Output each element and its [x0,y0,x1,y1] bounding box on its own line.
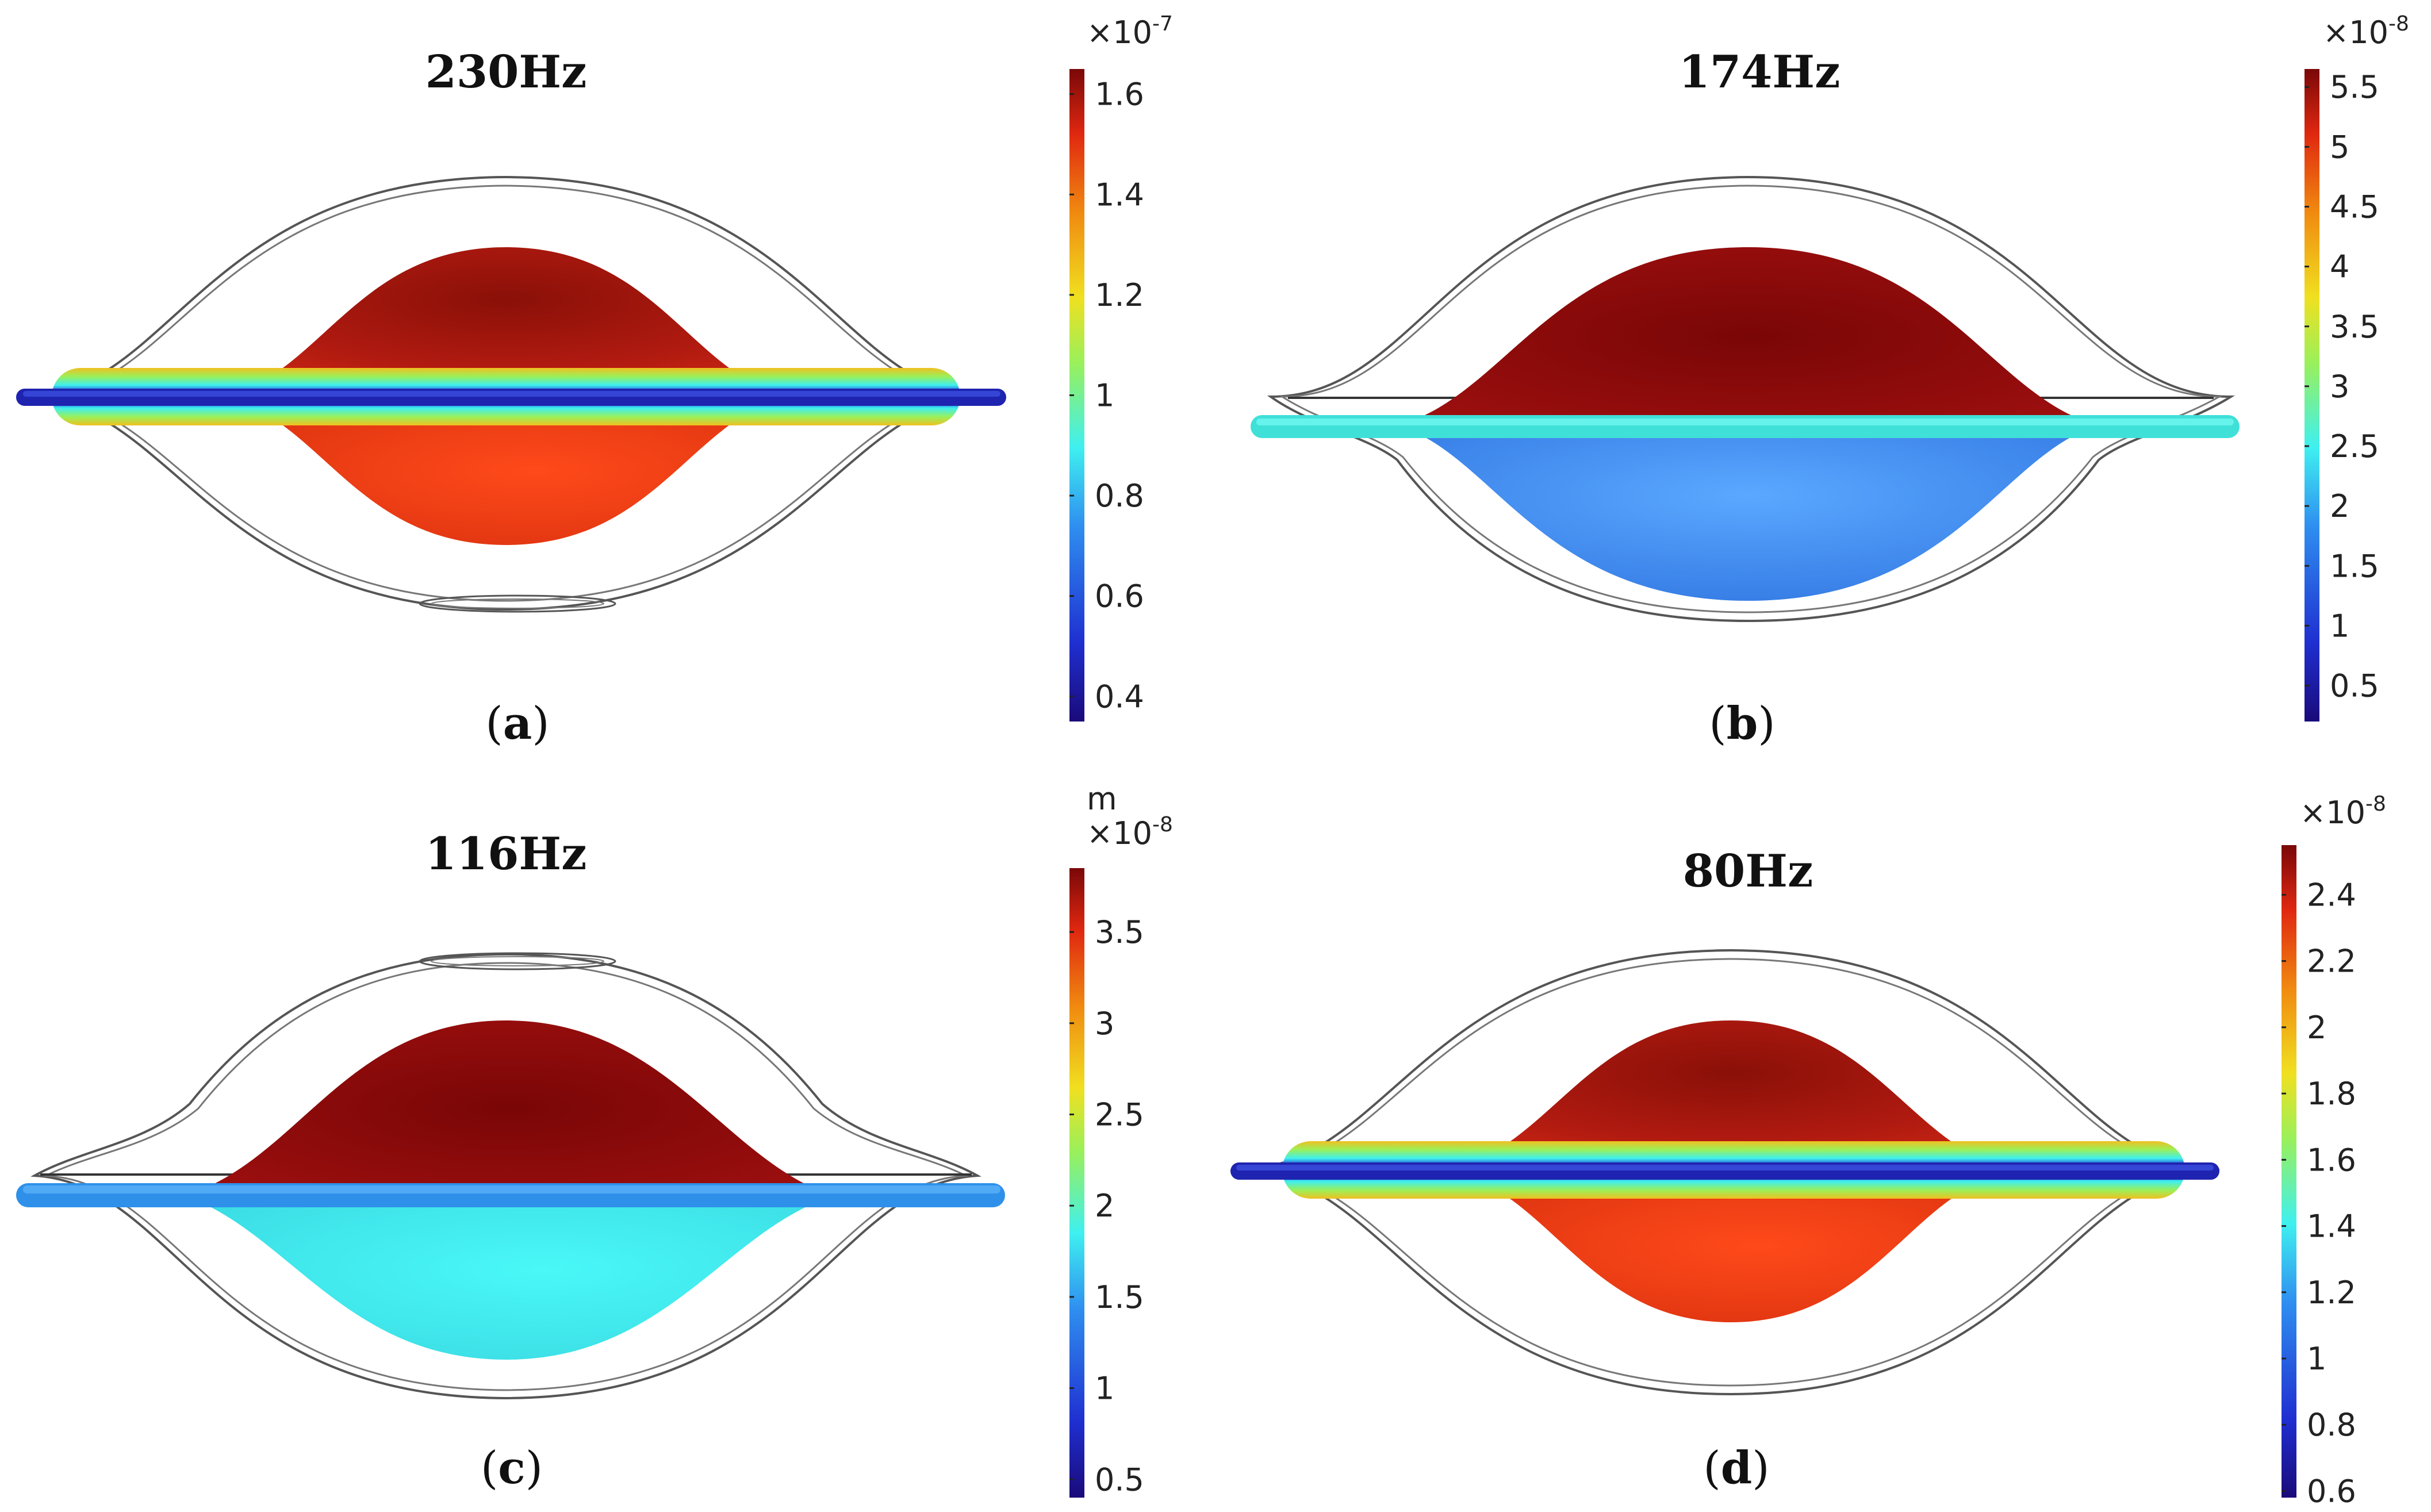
panel-c-colorbar-tick-label: 3 [1095,1006,1114,1042]
panel-b-colorbar-tick-label: 0.5 [2330,668,2379,704]
panel-c-caption: (c) [481,1442,543,1494]
panel-d-colorbar-multiplier: ×10-8 [2300,792,2386,831]
panel-c-dome-bottom [184,1196,834,1360]
panel-d-caption: (d) [1703,1442,1769,1494]
panel-c-colorbar-tick-label: 2 [1095,1188,1114,1224]
panel-c-dome-top [184,1020,834,1196]
panel-b-colorbar-tick-label: 4.5 [2330,189,2379,225]
panel-c-colorbar-tick-label: 1.5 [1095,1279,1144,1315]
panel-b-title: 174Hz [1679,46,1840,98]
panel-d-colorbar-tick-label: 2 [2307,1010,2326,1046]
panel-b-colorbar-multiplier: ×10-8 [2323,12,2409,51]
panel-a-small-disc [419,594,616,613]
panel-a-colorbar-tick-label: 1.6 [1095,76,1144,113]
panel-d-dome-top [1449,1020,2012,1170]
panel-d-colorbar-tick-label: 0.6 [2307,1473,2356,1509]
panel-a-title: 230Hz [425,46,587,98]
panel-c-colorbar-multiplier: ×10-8 [1087,813,1173,851]
panel-d-colorbar-tick-label: 1.6 [2307,1142,2356,1178]
panel-c-colorbar-tick-label: 3.5 [1095,914,1144,950]
panel-c-colorbar-tick-label: 0.5 [1095,1461,1144,1498]
panel-d-colorbar-tick-label: 0.8 [2307,1407,2356,1443]
panel-d-colorbar-tick-label: 1.2 [2307,1275,2356,1311]
panel-a-colorbar-tick-label: 0.6 [1095,578,1144,615]
panel-a-colorbar-tick-label: 1.4 [1095,176,1144,213]
panel-b-colorbar-tick-label: 1.5 [2330,548,2379,584]
panel-b-dome-top [1397,247,2099,425]
panel-b-colorbar-tick-label: 2 [2330,488,2349,524]
panel-d-colorbar-tick-label: 2.2 [2307,943,2356,980]
panel-d-colorbar-tick-label: 2.4 [2307,877,2356,913]
panel-c: 116Hz (c) m ×10-8 3.5 3 2.5 2 1.5 1 0.5 [16,781,1173,1498]
panel-a-colorbar-tick-label: 1 [1095,378,1114,414]
panel-b-colorbar: ×10-8 5.5 5 4.5 4 3.5 3 2.5 2 1.5 1 0.5 [2305,12,2409,722]
panel-d-colorbar-scale [2282,845,2296,1498]
panel-c-colorbar-unit: m [1087,781,1117,817]
panel-b-colorbar-tick-label: 2.5 [2330,428,2379,465]
panel-c-small-disc [419,952,616,970]
panel-c-title: 116Hz [425,828,587,880]
panel-b-colorbar-tick-label: 4 [2330,249,2349,285]
panel-a-colorbar-tick-label: 0.4 [1095,678,1144,715]
panel-b-colorbar-tick-label: 5.5 [2330,69,2379,105]
panel-c-outline [30,953,981,1400]
panel-d-colorbar: ×10-8 2.4 2.2 2 1.8 1.6 1.4 1.2 1 0.8 0.6 [2282,792,2386,1509]
panel-d-colorbar-tick-label: 1 [2307,1341,2326,1377]
panel-d: 80Hz (d) ×10-8 2.4 2.2 2 1.8 1.6 1.4 1.2 1 0.8 0.… [1230,792,2386,1509]
panel-c-colorbar: m ×10-8 3.5 3 2.5 2 1.5 1 0.5 [1069,781,1173,1498]
panel-a-colorbar-multiplier: ×10-7 [1087,12,1173,51]
panel-b-dome-bottom [1397,425,2099,601]
panel-b-caption: (b) [1709,697,1775,750]
panel-a-dome-top [224,247,788,397]
panel-d-outline [1236,949,2220,1396]
panel-c-colorbar-tick-label: 1 [1095,1371,1114,1407]
panel-b-colorbar-tick-label: 3 [2330,369,2349,405]
panel-a-colorbar-tick-label: 1.2 [1095,277,1144,313]
panel-a: 230Hz (a) ×10-7 1.6 1.4 1.2 1 0.8 0.6 0.4 [16,12,1173,750]
panel-b-colorbar-tick-label: 1 [2330,608,2349,644]
panel-a-colorbar-tick-label: 0.8 [1095,478,1144,514]
panel-d-title: 80Hz [1683,845,1813,897]
panel-b-colorbar-tick-label: 5 [2330,129,2349,165]
panel-a-caption: (a) [485,697,549,750]
panel-c-colorbar-tick-label: 2.5 [1095,1096,1144,1133]
panel-c-colorbar-scale [1069,868,1084,1498]
panel-d-colorbar-tick-label: 1.8 [2307,1076,2356,1112]
panel-d-dome-bottom [1449,1170,2012,1322]
panel-a-dome-bottom [224,397,788,545]
panel-b-colorbar-scale [2305,69,2319,722]
panel-a-colorbar: ×10-7 1.6 1.4 1.2 1 0.8 0.6 0.4 [1069,12,1173,722]
panel-b-colorbar-tick-label: 3.5 [2330,309,2379,345]
panel-d-colorbar-tick-label: 1.4 [2307,1208,2356,1245]
panel-b: 174Hz (b) ×10-8 5.5 5 4.5 4 3.5 3 2.5 2 1.5 1 0.5 [1251,12,2409,750]
